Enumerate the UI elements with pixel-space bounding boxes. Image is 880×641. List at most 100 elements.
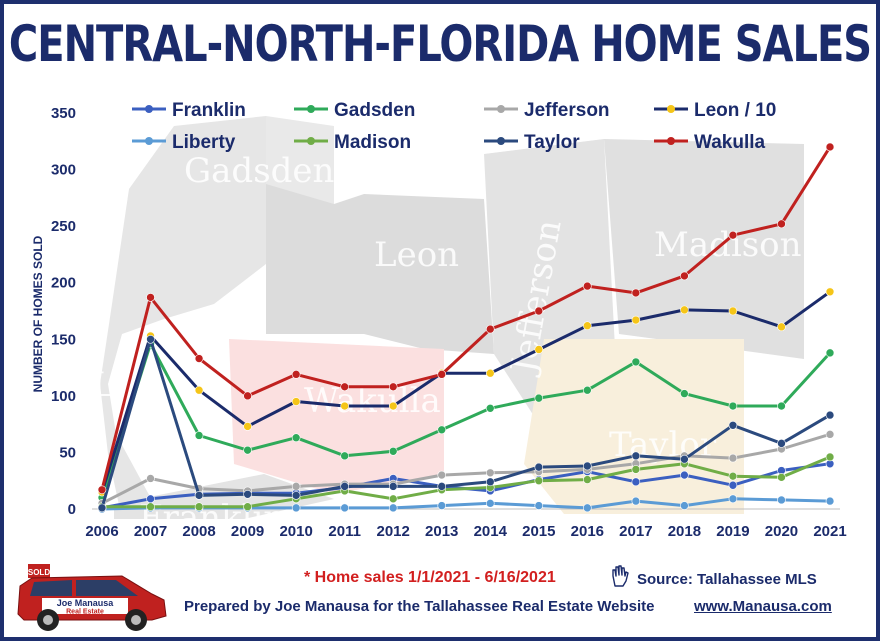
data-point [825, 452, 835, 462]
legend-marker [667, 137, 675, 145]
data-point [437, 501, 447, 510]
data-point [777, 401, 786, 411]
data-point [534, 462, 544, 472]
x-tick-label: 2019 [716, 523, 749, 540]
series-line-gadsden [100, 342, 832, 499]
data-point [825, 142, 835, 152]
chart-title: CENTRAL-NORTH-FLORIDA HOME SALES [8, 16, 872, 74]
data-point [388, 494, 398, 504]
x-tick-label: 2017 [619, 523, 652, 540]
data-point [146, 334, 155, 344]
series-line-jefferson [101, 432, 831, 505]
data-point [534, 393, 544, 403]
footer-source: Source: Tallahassee MLS [637, 571, 817, 588]
data-point [583, 475, 592, 484]
legend-marker [307, 137, 315, 145]
data-point [485, 499, 495, 508]
legend-label: Franklin [172, 100, 246, 121]
x-tick-label: 2010 [279, 523, 312, 540]
data-point [825, 496, 835, 506]
legend-marker [145, 137, 153, 145]
data-point [534, 476, 544, 486]
data-point [777, 322, 786, 332]
series-line-taylor [100, 337, 831, 509]
y-axis-label: NUMBER OF HOMES SOLD [31, 235, 45, 392]
map-label-gadsden: Gadsden [184, 151, 334, 191]
data-point [825, 430, 835, 439]
sold-sign-icon [28, 564, 50, 578]
map-region-liberty [100, 116, 266, 519]
data-point [485, 468, 495, 478]
legend-label: Leon / 10 [694, 100, 776, 121]
data-point [728, 453, 738, 463]
footer-note: * Home sales 1/1/2021 - 6/16/2021 [304, 569, 556, 586]
data-point [243, 502, 252, 512]
hand-icon [612, 565, 629, 587]
y-tick-label: 250 [51, 218, 76, 235]
map-label-liberty: Liberty [92, 365, 217, 405]
y-tick-label: 350 [51, 105, 76, 122]
data-point [534, 306, 544, 316]
data-point [243, 391, 252, 401]
data-point [825, 287, 835, 297]
y-tick-group: 0 50 100 150 200 250 300 350 [51, 105, 76, 518]
car-brand-top: Joe Manausa [57, 598, 115, 608]
data-point [728, 401, 738, 411]
x-tick-label: 2018 [668, 523, 701, 540]
x-tick-group: 2006 2007 2008 2009 2010 2011 2012 2013 2014 2015… [85, 523, 846, 540]
map-region-wakulla [229, 339, 444, 494]
data-point [485, 404, 495, 413]
data-point [291, 433, 301, 443]
data-point [728, 230, 738, 240]
x-tick-label: 2012 [377, 523, 410, 540]
data-point [97, 503, 107, 513]
y-tick-label: 150 [51, 331, 76, 348]
data-point [728, 480, 738, 490]
data-point [728, 306, 738, 316]
legend: Franklin Gadsden Jefferson Leon / 10 Liberty… [132, 100, 776, 153]
series-line-group [97, 142, 835, 514]
data-point [194, 502, 204, 512]
map-region-madison [604, 139, 804, 359]
data-point [777, 495, 786, 505]
x-tick-label: 2015 [522, 523, 555, 540]
data-point [291, 491, 301, 500]
legend-marker [145, 105, 153, 113]
data-point [388, 482, 398, 491]
data-point [777, 439, 786, 448]
data-point [680, 271, 689, 281]
data-point [388, 446, 398, 456]
data-point [340, 451, 349, 461]
data-point [680, 501, 689, 510]
x-tick-label: 2009 [231, 523, 264, 540]
website-link[interactable]: www.Manausa.com [694, 598, 832, 615]
legend-marker [667, 105, 675, 113]
y-tick-label: 200 [51, 275, 76, 292]
data-point [340, 503, 349, 513]
data-point [631, 357, 641, 367]
data-point [97, 485, 107, 495]
data-point [194, 431, 204, 440]
data-point [291, 370, 301, 379]
data-point [583, 503, 592, 513]
data-point [437, 470, 447, 480]
data-point [680, 389, 689, 398]
data-point [631, 451, 641, 461]
series-line-madison [102, 455, 831, 509]
legend-label: Wakulla [694, 132, 766, 153]
data-point [485, 477, 495, 487]
x-tick-label: 2020 [765, 523, 798, 540]
data-point [243, 489, 252, 499]
map-label-madison: Madison [654, 225, 802, 265]
y-tick-label: 50 [59, 444, 76, 461]
data-point [631, 288, 641, 298]
legend-marker [307, 105, 315, 113]
legend-label: Jefferson [524, 100, 610, 121]
data-point [388, 401, 398, 411]
car-icon: SOLD Joe Manausa Real Estate [17, 564, 167, 631]
data-point [777, 473, 786, 482]
data-point [680, 454, 689, 464]
data-point [631, 477, 641, 487]
data-point [583, 281, 592, 291]
